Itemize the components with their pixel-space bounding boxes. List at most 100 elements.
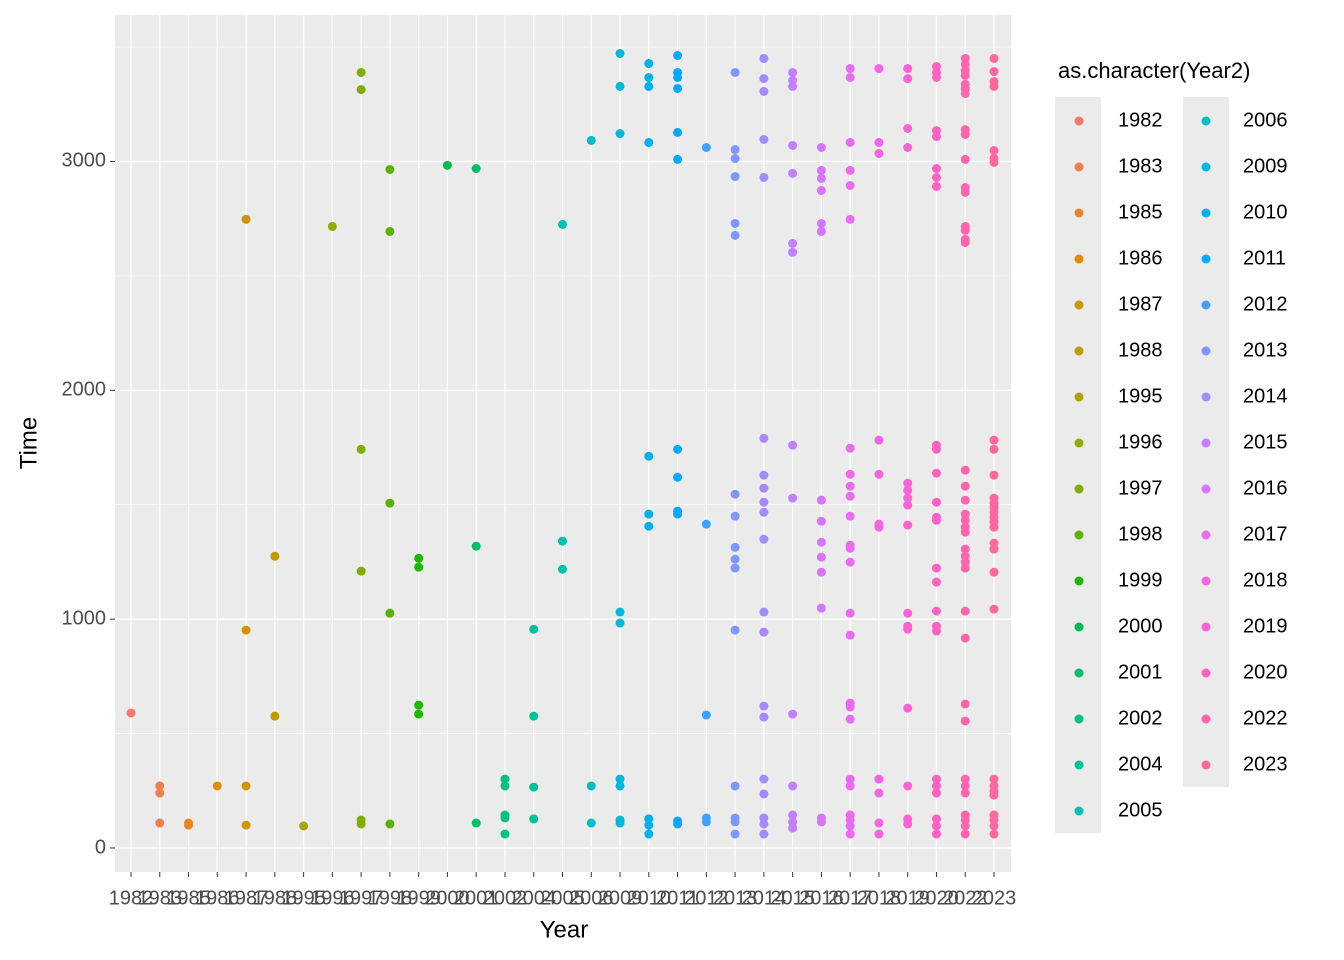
point: [845, 781, 855, 791]
point: [845, 64, 855, 74]
x-tick-label: 2023: [972, 887, 1017, 909]
legend-key: [1074, 116, 1084, 126]
legend-key: [1201, 714, 1211, 724]
point: [759, 134, 769, 144]
point: [989, 567, 999, 577]
point: [759, 627, 769, 637]
point: [788, 709, 798, 719]
point: [759, 172, 769, 182]
point: [730, 817, 740, 827]
point: [788, 67, 798, 77]
point: [558, 536, 567, 546]
point: [673, 444, 683, 454]
point: [989, 544, 999, 554]
legend-label: 1995: [1118, 385, 1163, 407]
legend-key: [1201, 300, 1211, 310]
point: [931, 497, 941, 507]
point: [903, 485, 913, 495]
point: [816, 165, 826, 175]
point: [903, 493, 913, 503]
point: [931, 626, 941, 636]
point: [644, 59, 654, 69]
point: [960, 821, 970, 831]
point: [845, 165, 855, 175]
point: [989, 790, 999, 800]
legend-key-background: [1055, 97, 1101, 833]
point: [759, 829, 769, 839]
y-tick-label: 1000: [62, 607, 107, 629]
point: [644, 521, 654, 531]
point: [931, 814, 941, 824]
x-tick-label: 1998: [368, 887, 413, 909]
point: [960, 633, 970, 643]
point: [673, 72, 683, 82]
point: [845, 543, 855, 553]
point: [500, 829, 510, 839]
legend-label: 1997: [1118, 477, 1163, 499]
point: [960, 606, 970, 616]
point: [644, 72, 654, 82]
point: [529, 782, 539, 792]
point: [759, 789, 769, 799]
x-tick-label: 1987: [224, 887, 269, 909]
point: [931, 468, 941, 478]
point: [730, 511, 740, 521]
point: [558, 219, 567, 229]
y-axis-label: Time: [15, 417, 42, 469]
x-tick-label: 2012: [684, 887, 729, 909]
legend-key: [1201, 162, 1211, 172]
point: [615, 81, 625, 91]
legend-label: 2012: [1243, 293, 1288, 315]
point: [816, 218, 826, 228]
legend-key: [1201, 392, 1211, 402]
legend-key: [1201, 622, 1211, 632]
point: [874, 64, 884, 74]
legend-label: 2002: [1118, 707, 1163, 729]
legend-label: 2011: [1243, 247, 1286, 269]
legend-label: 2010: [1243, 201, 1288, 223]
point: [874, 435, 884, 445]
point: [960, 527, 970, 537]
legend-key: [1074, 622, 1084, 632]
legend-key: [1201, 116, 1211, 126]
point: [903, 624, 913, 634]
x-tick-label: 2006: [569, 887, 614, 909]
point: [241, 820, 251, 830]
legend-key: [1074, 162, 1084, 172]
point: [414, 562, 424, 572]
point: [730, 554, 740, 564]
point: [960, 481, 970, 491]
point: [644, 829, 654, 839]
point: [759, 483, 769, 493]
point: [241, 214, 251, 224]
legend-label: 2009: [1243, 155, 1288, 177]
point: [960, 237, 970, 247]
point: [989, 67, 999, 77]
point: [730, 542, 740, 552]
point: [903, 703, 913, 713]
x-tick-label: 2019: [885, 887, 930, 909]
point: [960, 699, 970, 709]
legend-label: 2016: [1243, 477, 1288, 499]
legend-label: 2017: [1243, 523, 1288, 545]
point: [788, 823, 798, 833]
point: [385, 226, 395, 236]
point: [989, 470, 999, 480]
point: [270, 551, 280, 561]
point: [356, 444, 366, 454]
point: [960, 563, 970, 573]
x-tick-label: 1988: [253, 887, 298, 909]
point: [299, 821, 309, 831]
point: [960, 495, 970, 505]
point: [730, 829, 740, 839]
point: [816, 552, 826, 562]
point: [816, 495, 826, 505]
legend-key: [1201, 576, 1211, 586]
point: [960, 129, 970, 139]
point: [989, 53, 999, 63]
point: [989, 157, 999, 167]
legend-label: 2019: [1243, 615, 1288, 637]
point: [960, 225, 970, 235]
point: [701, 710, 711, 720]
